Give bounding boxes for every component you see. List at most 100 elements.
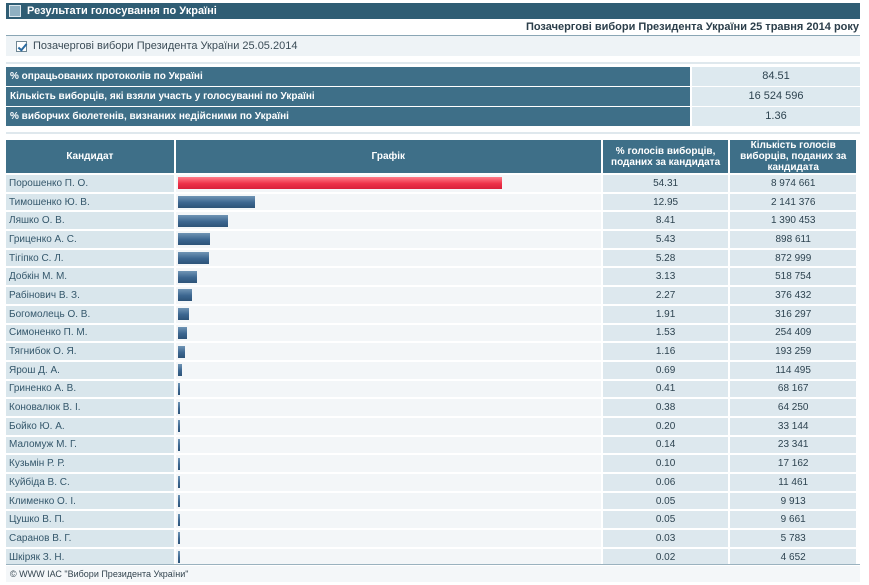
table-row: Тігіпко С. Л. 5.28 872 999: [6, 249, 856, 267]
candidate-name: Бойко Ю. А.: [6, 417, 174, 435]
chart-cell: [175, 343, 601, 360]
table-row: Кузьмін Р. Р. 0.10 17 162: [6, 455, 856, 472]
table-row: Гриценко А. С. 5.43 898 611: [6, 231, 856, 248]
col-candidate: Кандидат: [6, 140, 174, 173]
candidate-name: Куйбіда В. С.: [6, 474, 174, 491]
table-row: Симоненко П. М. 1.53 254 409: [6, 324, 856, 342]
vote-share-bar: [177, 345, 185, 358]
vote-percent: 3.13: [602, 268, 729, 286]
table-row: Богомолець О. В. 1.91 316 297: [6, 305, 856, 323]
chart-cell: [175, 324, 601, 342]
candidate-name: Добкін М. М.: [6, 268, 174, 286]
vote-count: 8 974 661: [730, 175, 856, 192]
election-filter[interactable]: Позачергові вибори Президента України 25…: [6, 36, 860, 56]
table-row: Тимошенко Ю. В. 12.95 2 141 376: [6, 193, 856, 211]
candidate-name: Богомолець О. В.: [6, 305, 174, 323]
stat-label: Кількість виборців, які взяли участь у г…: [6, 87, 690, 106]
candidate-name: Коновалюк В. І.: [6, 399, 174, 416]
vote-percent: 1.53: [602, 324, 729, 342]
table-row: Коновалюк В. І. 0.38 64 250: [6, 399, 856, 416]
stat-row: % опрацьованих протоколів по Україні 84.…: [6, 67, 860, 86]
results-title-bar: Результати голосування по Україні: [6, 3, 860, 19]
vote-percent: 0.38: [602, 399, 729, 416]
chart-cell: [175, 361, 601, 379]
vote-percent: 0.03: [602, 530, 729, 547]
vote-percent: 0.41: [602, 380, 729, 398]
page-title: Результати голосування по Україні: [27, 5, 217, 17]
table-row: Цушко В. П. 0.05 9 661: [6, 511, 856, 529]
vote-percent: 0.06: [602, 474, 729, 491]
vote-percent: 0.20: [602, 417, 729, 435]
table-row: Порошенко П. О. 54.31 8 974 661: [6, 175, 856, 192]
vote-count: 2 141 376: [730, 193, 856, 211]
title-square-icon: [9, 5, 21, 17]
election-subtitle: Позачергові вибори Президента України 25…: [525, 21, 859, 33]
stat-row: Кількість виборців, які взяли участь у г…: [6, 87, 860, 106]
table-header-row: Кандидат Графік % голосів виборців, пода…: [6, 140, 856, 173]
candidate-name: Гриненко А. В.: [6, 380, 174, 398]
table-row: Бойко Ю. А. 0.20 33 144: [6, 417, 856, 435]
footer-divider: [6, 564, 860, 565]
vote-count: 23 341: [730, 436, 856, 454]
col-percent: % голосів виборців, поданих за кандидата: [602, 140, 729, 173]
vote-count: 68 167: [730, 380, 856, 398]
vote-percent: 1.91: [602, 305, 729, 323]
vote-share-bar: [177, 532, 180, 545]
vote-share-bar: [177, 382, 180, 395]
vote-percent: 1.16: [602, 343, 729, 360]
vote-share-bar: [177, 364, 182, 377]
vote-share-bar: [177, 476, 180, 489]
candidate-name: Рабінович В. З.: [6, 287, 174, 304]
election-filter-label: Позачергові вибори Президента України 25…: [33, 40, 298, 52]
candidate-name: Тігіпко С. Л.: [6, 249, 174, 267]
table-row: Ярош Д. А. 0.69 114 495: [6, 361, 856, 379]
vote-share-bar: [177, 495, 180, 508]
table-row: Рабінович В. З. 2.27 376 432: [6, 287, 856, 304]
chart-cell: [175, 436, 601, 454]
election-checkbox[interactable]: [16, 40, 27, 52]
vote-count: 376 432: [730, 287, 856, 304]
chart-cell: [175, 305, 601, 323]
vote-share-bar: [177, 420, 180, 433]
vote-count: 193 259: [730, 343, 856, 360]
vote-percent: 12.95: [602, 193, 729, 211]
candidate-name: Шкіряк З. Н.: [6, 548, 174, 566]
stat-label: % виборчих бюлетенів, визнаних недійсним…: [6, 107, 690, 126]
vote-percent: 0.02: [602, 548, 729, 566]
vote-percent: 0.14: [602, 436, 729, 454]
col-chart: Графік: [175, 140, 601, 173]
vote-share-bar: [177, 196, 255, 209]
table-row: Ляшко О. В. 8.41 1 390 453: [6, 212, 856, 230]
results-table: Кандидат Графік % голосів виборців, пода…: [4, 138, 858, 567]
vote-percent: 8.41: [602, 212, 729, 230]
chart-cell: [175, 417, 601, 435]
table-row: Гриненко А. В. 0.41 68 167: [6, 380, 856, 398]
vote-percent: 0.05: [602, 511, 729, 529]
vote-count: 11 461: [730, 474, 856, 491]
chart-cell: [175, 474, 601, 491]
footer-copyright: © WWW ІАС "Вибори Президента України": [6, 566, 860, 582]
chart-cell: [175, 212, 601, 230]
chart-cell: [175, 193, 601, 211]
table-row: Куйбіда В. С. 0.06 11 461: [6, 474, 856, 491]
candidate-name: Кузьмін Р. Р.: [6, 455, 174, 472]
chart-cell: [175, 399, 601, 416]
chart-cell: [175, 455, 601, 472]
chart-cell: [175, 249, 601, 267]
results-body: Порошенко П. О. 54.31 8 974 661 Тимошенко Ю…: [6, 175, 856, 566]
candidate-name: Саранов В. Г.: [6, 530, 174, 547]
summary-stats: % опрацьованих протоколів по Україні 84.…: [6, 67, 860, 127]
vote-share-bar: [177, 551, 180, 564]
candidate-name: Цушко В. П.: [6, 511, 174, 529]
vote-share-bar: [177, 401, 180, 414]
vote-share-bar: [177, 308, 189, 321]
chart-cell: [175, 492, 601, 510]
chart-cell: [175, 511, 601, 529]
candidate-name: Ярош Д. А.: [6, 361, 174, 379]
vote-percent: 0.69: [602, 361, 729, 379]
candidate-name: Тягнибок О. Я.: [6, 343, 174, 360]
vote-count: 9 913: [730, 492, 856, 510]
col-votes: Кількість голосів виборців, поданих за к…: [730, 140, 856, 173]
stat-label: % опрацьованих протоколів по Україні: [6, 67, 690, 86]
candidate-name: Симоненко П. М.: [6, 324, 174, 342]
